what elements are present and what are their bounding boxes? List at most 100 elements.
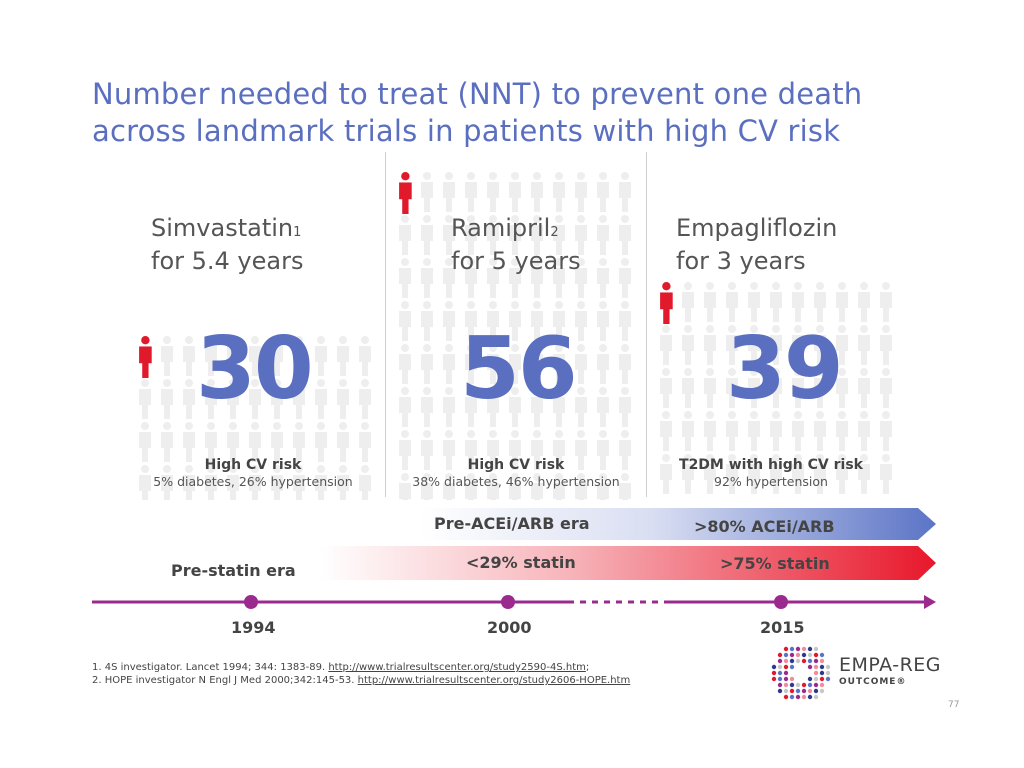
person-icon	[575, 172, 587, 212]
person-icon	[748, 282, 760, 322]
logo-dot	[825, 670, 831, 676]
person-icon	[858, 282, 870, 322]
person-icon	[660, 368, 672, 408]
footnote-2: 2. HOPE investigator N Engl J Med 2000;3…	[92, 674, 630, 687]
logo-dot	[807, 676, 813, 682]
person-icon	[161, 465, 173, 500]
person-icon	[227, 379, 239, 419]
logo-dot	[783, 682, 789, 688]
person-icon	[487, 172, 499, 212]
person-icon	[619, 430, 631, 470]
person-icon	[443, 172, 455, 212]
person-icon	[421, 258, 433, 298]
footnote-1-link[interactable]: http://www.trialresultscenter.org/study2…	[328, 662, 586, 673]
person-icon	[487, 344, 499, 384]
logo-dot	[783, 688, 789, 694]
logo-dot	[795, 688, 801, 694]
person-icon	[836, 282, 848, 322]
person-icon	[597, 344, 609, 384]
logo-dot	[801, 646, 807, 652]
logo-dot	[801, 682, 807, 688]
logo-dot	[807, 652, 813, 658]
person-icon	[139, 422, 151, 462]
logo-dot	[795, 682, 801, 688]
drug-name: Ramipril2 for 5 years	[451, 212, 581, 278]
logo-dot	[777, 670, 783, 676]
logo-dot	[813, 646, 819, 652]
person-icon	[597, 301, 609, 341]
logo-dot	[783, 676, 789, 682]
person-icon	[553, 215, 565, 255]
person-icon	[443, 387, 455, 427]
person-icon	[814, 368, 826, 408]
person-icon	[271, 379, 283, 419]
person-icon	[575, 215, 587, 255]
person-icon	[487, 430, 499, 470]
person-icon	[359, 465, 371, 500]
person-icon	[792, 454, 804, 494]
person-icon	[249, 422, 261, 462]
person-icon	[161, 379, 173, 419]
logo-dot	[777, 682, 783, 688]
logo-dot	[819, 658, 825, 664]
logo-dot	[813, 664, 819, 670]
reference-marker: 1	[293, 225, 302, 240]
person-icon	[619, 215, 631, 255]
person-icon	[205, 336, 217, 376]
person-icon	[597, 258, 609, 298]
person-icon	[139, 379, 151, 419]
person-icon	[337, 465, 349, 500]
drug-name: Empagliflozin for 3 years	[676, 212, 837, 278]
person-icon	[443, 258, 455, 298]
footnote-1-text: 1. 4S investigator. Lancet 1994; 344: 13…	[92, 662, 329, 673]
person-icon	[858, 368, 870, 408]
person-icon	[619, 301, 631, 341]
person-icon	[509, 215, 521, 255]
logo-dot	[813, 652, 819, 658]
person-icon	[682, 368, 694, 408]
person-icon	[836, 454, 848, 494]
person-icon	[293, 465, 305, 500]
footnote-2-text: 2. HOPE investigator N Engl J Med 2000;3…	[92, 675, 358, 686]
person-icon	[443, 344, 455, 384]
slide-title: Number needed to treat (NNT) to prevent …	[92, 76, 952, 150]
person-icon	[619, 387, 631, 427]
risk-heading: T2DM with high CV risk	[679, 457, 863, 473]
person-icon	[682, 325, 694, 365]
logo-dot	[807, 682, 813, 688]
person-icon	[443, 473, 455, 500]
person-icon	[205, 465, 217, 500]
person-icon	[792, 282, 804, 322]
risk-description: T2DM with high CV risk 92% hypertension	[646, 457, 896, 489]
person-icon	[792, 325, 804, 365]
person-icon	[880, 454, 892, 494]
person-icon	[748, 411, 760, 451]
person-icon	[660, 411, 672, 451]
logo-dot	[777, 664, 783, 670]
year-2000: 2000	[487, 618, 532, 637]
nnt-value: 56	[460, 319, 578, 419]
footnote-2-link[interactable]: http://www.trialresultscenter.org/study2…	[357, 675, 631, 686]
person-icon	[660, 454, 672, 494]
person-icon	[770, 454, 782, 494]
drug-label: Empagliflozin	[676, 214, 838, 242]
logo-dot	[825, 676, 831, 682]
person-icon	[249, 336, 261, 376]
duration-label: for 3 years	[676, 247, 806, 275]
person-icon	[465, 344, 477, 384]
person-icon	[575, 430, 587, 470]
person-icon	[487, 258, 499, 298]
person-icon	[770, 325, 782, 365]
person-icon	[399, 301, 411, 341]
logo-dot	[789, 652, 795, 658]
logo-subtitle: OUTCOME®	[839, 677, 907, 687]
person-icon	[399, 387, 411, 427]
logo-dot	[777, 658, 783, 664]
person-icon	[293, 379, 305, 419]
person-icon	[575, 473, 587, 500]
reference-marker: 2	[550, 225, 559, 240]
person-icon	[553, 387, 565, 427]
logo-dot	[795, 652, 801, 658]
person-icon	[531, 344, 543, 384]
person-icon	[227, 336, 239, 376]
